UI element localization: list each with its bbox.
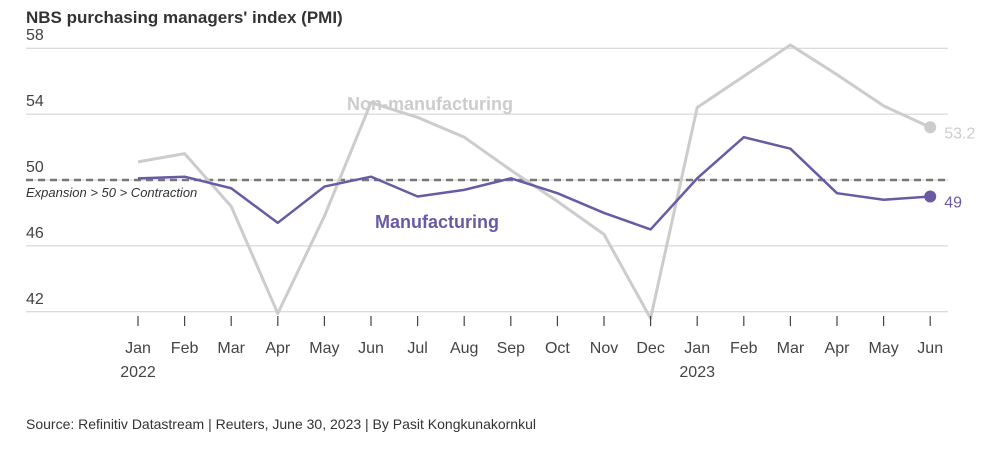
non-manufacturing-end-point	[924, 121, 937, 134]
x-tick-label-13: Feb	[730, 340, 758, 357]
x-tick-label-6: Jul	[407, 340, 427, 357]
manufacturing-end-label: 49	[944, 194, 962, 211]
x-tick-label-2: Mar	[217, 340, 245, 357]
x-axis: Jan Feb Mar Apr May Jun Jul Aug Sep Oct Nov Dec Jan F…	[120, 316, 943, 381]
year-label-2023: 2023	[679, 364, 715, 381]
y-tick-label-50: 50	[26, 159, 44, 176]
manufacturing-series-label: Manufacturing	[375, 212, 499, 232]
x-tick-label-0: Jan	[125, 340, 151, 357]
manufacturing-line	[137, 135, 931, 231]
grid-layer: 42 46 50 54 58	[26, 27, 948, 313]
x-tick-label-1: Feb	[171, 340, 199, 357]
x-tick-label-5: Jun	[358, 340, 384, 357]
x-tick-label-16: May	[868, 340, 898, 357]
x-tick-label-14: Mar	[777, 340, 805, 357]
y-tick-label-42: 42	[26, 291, 44, 308]
x-tick-label-9: Oct	[545, 340, 570, 357]
threshold-label: Expansion > 50 > Contraction	[26, 185, 197, 200]
x-tick-label-7: Aug	[450, 340, 478, 357]
chart-title: NBS purchasing managers' index (PMI)	[26, 8, 343, 27]
non-manufacturing-end-label: 53.2	[944, 125, 975, 142]
x-tick-label-17: Jun	[917, 340, 943, 357]
x-tick-label-8: Sep	[497, 340, 526, 357]
x-tick-label-15: Apr	[825, 340, 851, 357]
threshold-layer: Expansion > 50 > Contraction	[26, 178, 948, 200]
x-tick-label-10: Nov	[590, 340, 618, 357]
x-tick-label-3: Apr	[265, 340, 291, 357]
non-manufacturing-line	[137, 43, 931, 320]
y-tick-label-58: 58	[26, 27, 44, 44]
manufacturing-end-point	[924, 190, 937, 203]
y-tick-label-46: 46	[26, 225, 44, 242]
year-label-2022: 2022	[120, 364, 156, 381]
non-manufacturing-series-label: Non-manufacturing	[347, 94, 513, 114]
source-note: Source: Refinitiv Datastream | Reuters, …	[26, 416, 536, 432]
x-tick-label-11: Dec	[636, 340, 664, 357]
y-tick-label-54: 54	[26, 93, 44, 110]
x-tick-label-12: Jan	[684, 340, 710, 357]
series-layer: 53.2 Non-manufacturing 49 Manufacturing	[137, 43, 975, 320]
x-tick-label-4: May	[309, 340, 339, 357]
